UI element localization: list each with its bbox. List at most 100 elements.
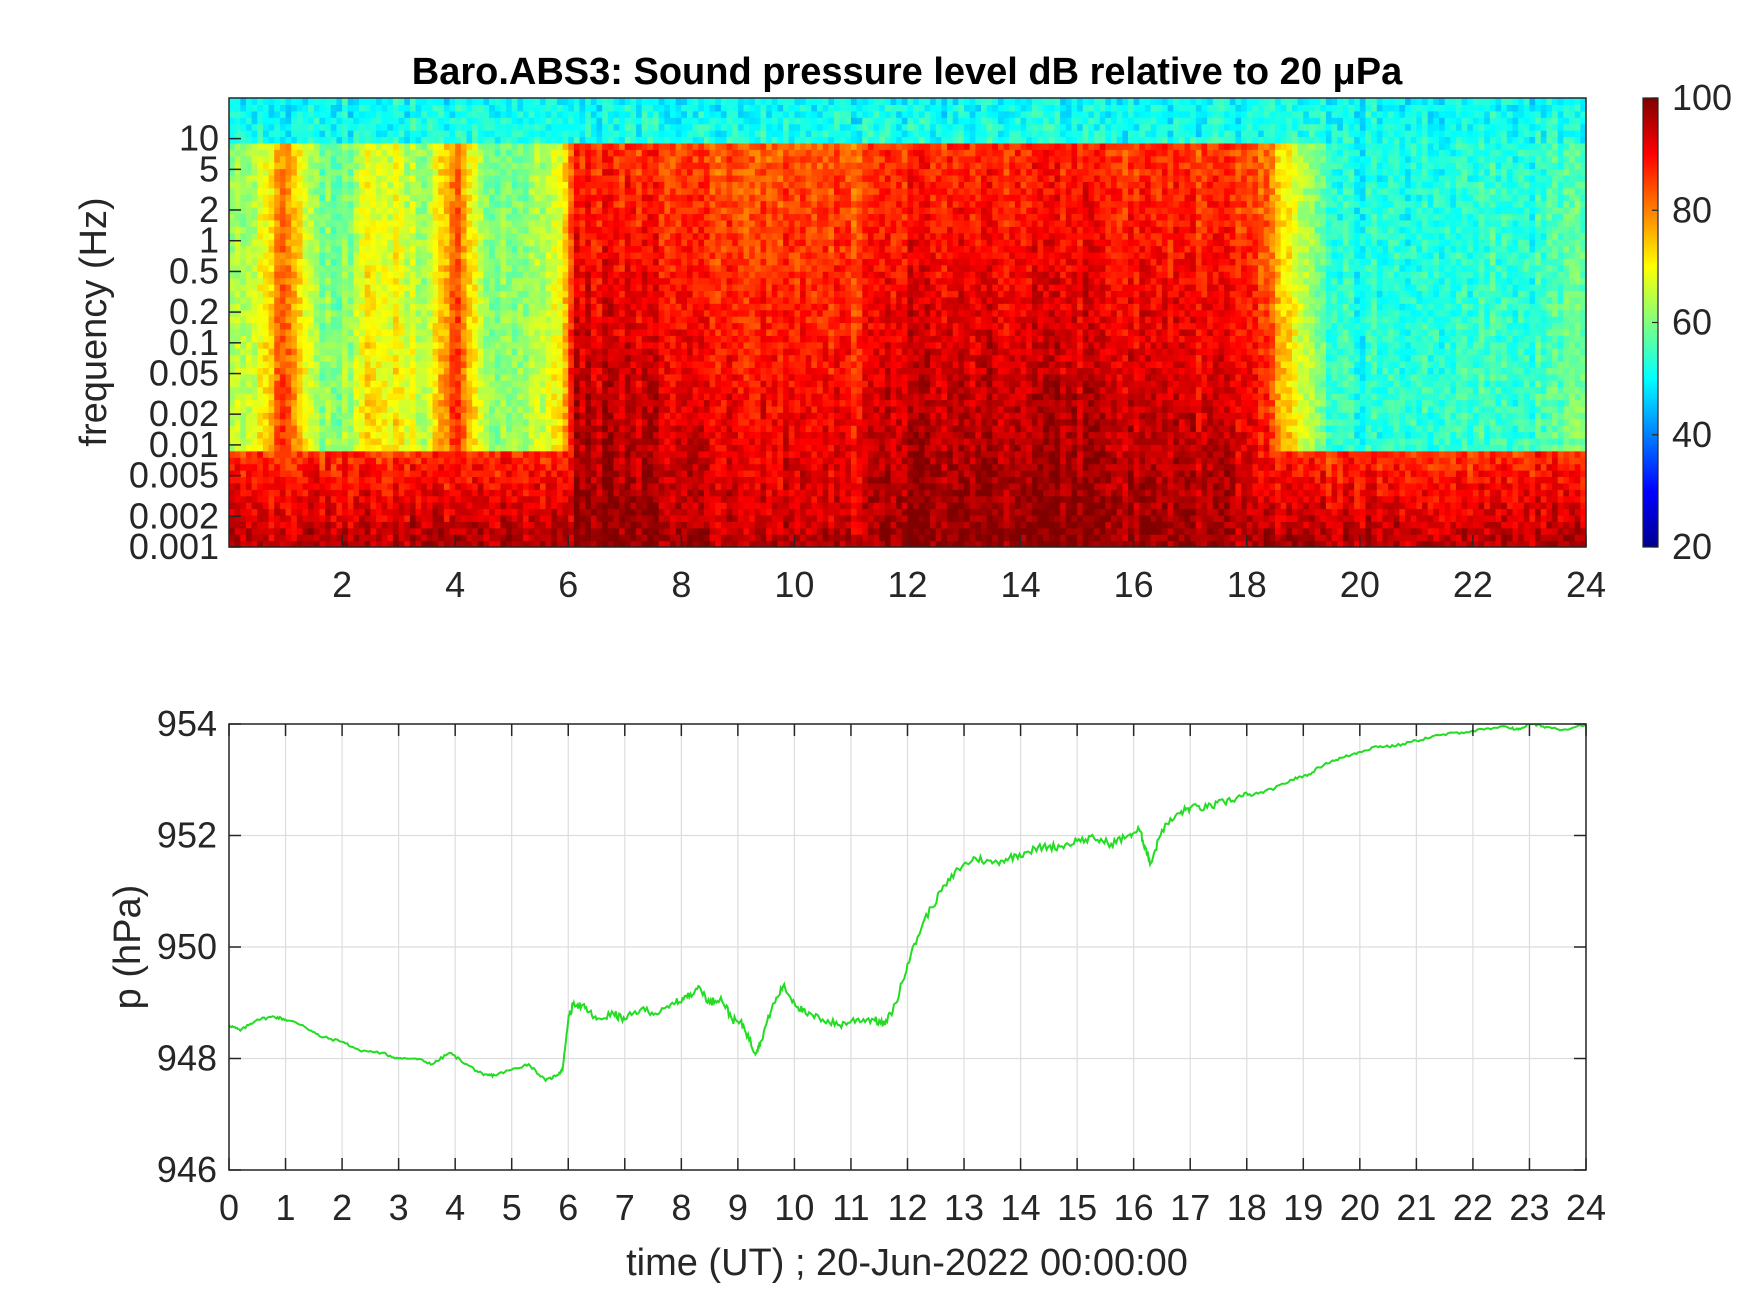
spectrogram-cell — [410, 284, 416, 291]
spectrogram-cell — [557, 457, 563, 464]
spectrogram-cell — [319, 444, 325, 451]
spectrogram-cell — [274, 98, 280, 105]
spectrogram-cell — [404, 194, 410, 201]
spectrogram-cell — [517, 117, 523, 124]
spectrogram-cell — [252, 464, 258, 471]
spectrogram-cell — [359, 124, 365, 131]
spectrogram-cell — [376, 412, 382, 419]
spectrogram-cell — [297, 143, 303, 150]
spectrogram-cell — [517, 464, 523, 471]
spectrogram-cell — [297, 451, 303, 458]
spectrogram-cell — [557, 213, 563, 220]
spectrogram-cell — [376, 143, 382, 150]
spectrogram-cell — [597, 483, 603, 490]
spectrogram-cell — [438, 220, 444, 227]
spectrogram-cell — [563, 124, 569, 131]
spectrogram-cell — [331, 457, 337, 464]
spectrogram-cell — [602, 303, 608, 310]
spectrogram-cell — [376, 355, 382, 362]
spectrogram-cell — [427, 252, 433, 259]
spectrogram-cell — [546, 278, 552, 285]
spectrogram-cell — [478, 425, 484, 432]
spectrogram-cell — [546, 104, 552, 111]
spectrogram-cell — [291, 528, 297, 535]
spectrogram-cell — [308, 143, 314, 150]
spectrogram-cell — [387, 476, 393, 483]
spectrogram-cell — [235, 156, 241, 163]
spectrogram-cell — [235, 188, 241, 195]
spectrogram-cell — [563, 457, 569, 464]
spectrogram-cell — [529, 162, 535, 169]
spectrogram-cell — [308, 220, 314, 227]
spectrogram-cell — [438, 419, 444, 426]
spectrogram-cell — [257, 246, 263, 253]
spectrogram-cell — [495, 162, 501, 169]
spectrogram-cell — [286, 156, 292, 163]
spectrogram-cell — [370, 156, 376, 163]
spectrogram-cell — [246, 425, 252, 432]
spectrogram-cell — [336, 444, 342, 451]
spectrogram-cell — [619, 169, 625, 176]
spectrogram-cell — [421, 271, 427, 278]
spectrogram-cell — [506, 476, 512, 483]
spectrogram-cell — [574, 509, 580, 516]
spectrogram-cell — [286, 393, 292, 400]
spectrogram-cell — [489, 156, 495, 163]
spectrogram-cell — [229, 258, 235, 265]
spectrogram-cell — [240, 380, 246, 387]
spectrogram-cell — [461, 335, 467, 342]
spectrogram-cell — [387, 297, 393, 304]
spectrogram-cell — [574, 303, 580, 310]
spectrogram-cell — [399, 284, 405, 291]
spectrogram-cell — [382, 387, 388, 394]
spectrogram-cell — [466, 528, 472, 535]
spectrogram-cell — [540, 201, 546, 208]
spectrogram-cell — [517, 425, 523, 432]
spectrogram-cell — [336, 528, 342, 535]
spectrogram-cell — [382, 515, 388, 522]
spectrogram-cell — [500, 470, 506, 477]
spectrogram-cell — [257, 329, 263, 336]
spectrogram-cell — [314, 528, 320, 535]
spectrogram-cell — [478, 438, 484, 445]
spectrogram-cell — [529, 149, 535, 156]
spectrogram-cell — [568, 258, 574, 265]
spectrogram-cell — [404, 136, 410, 143]
spectrogram-cell — [466, 149, 472, 156]
spectrogram-cell — [450, 290, 456, 297]
spectrogram-cell — [433, 476, 439, 483]
spectrogram-cell — [404, 220, 410, 227]
spectrogram-cell — [580, 246, 586, 253]
spectrogram-cell — [331, 515, 337, 522]
spectrogram-cell — [512, 213, 518, 220]
spectrogram-cell — [240, 419, 246, 426]
spectrogram-cell — [433, 143, 439, 150]
spectrogram-cell — [235, 297, 241, 304]
spectrogram-cell — [591, 457, 597, 464]
spectrogram-cell — [534, 201, 540, 208]
spectrogram-cell — [421, 419, 427, 426]
spectrogram-cell — [433, 290, 439, 297]
spectrogram-cell — [342, 367, 348, 374]
spectrogram-cell — [512, 355, 518, 362]
spectrogram-cell — [461, 387, 467, 394]
spectrogram-cell — [608, 380, 614, 387]
spectrogram-cell — [466, 483, 472, 490]
spectrogram-cell — [529, 98, 535, 105]
spectrogram-cell — [376, 169, 382, 176]
spectrogram-cell — [580, 329, 586, 336]
spectrogram-cell — [568, 438, 574, 445]
spectrogram-cell — [291, 258, 297, 265]
spectrogram-cell — [546, 476, 552, 483]
spectrogram-cell — [540, 310, 546, 317]
spectrogram-cell — [602, 143, 608, 150]
spectrogram-cell — [331, 175, 337, 182]
spectrogram-cell — [591, 143, 597, 150]
spectrogram-cell — [410, 188, 416, 195]
spectrogram-cell — [546, 464, 552, 471]
spectrogram-cell — [427, 361, 433, 368]
spectrogram-cell — [597, 406, 603, 413]
spectrogram-cell — [585, 425, 591, 432]
spectrogram-cell — [314, 451, 320, 458]
spectrogram-cell — [336, 258, 342, 265]
